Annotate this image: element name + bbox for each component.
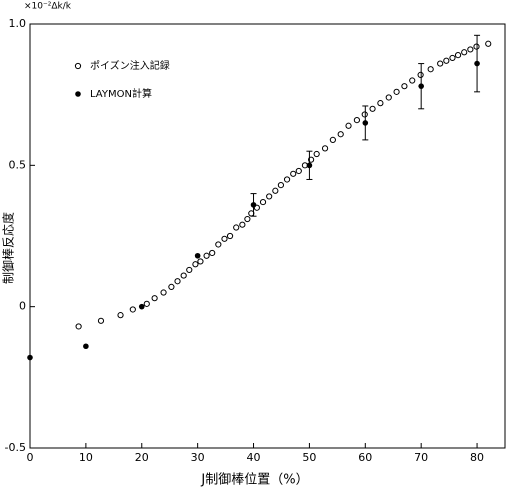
data-point (417, 71, 424, 78)
data-point (186, 266, 193, 274)
data-point (443, 57, 450, 64)
data-point (427, 66, 434, 73)
data-point (321, 145, 329, 152)
data-point (160, 289, 167, 296)
x-tick-label: 50 (302, 451, 316, 464)
data-point (117, 312, 124, 319)
data-point (209, 249, 216, 257)
data-point (226, 232, 234, 240)
data-point (151, 295, 158, 302)
data-point (437, 60, 444, 67)
data-point (467, 46, 474, 53)
data-point (306, 162, 313, 169)
data-point (377, 100, 384, 107)
data-point (418, 83, 424, 89)
y-tick-label: -0.5 (5, 441, 26, 454)
legend-label: ポイズン注入記録 (90, 59, 170, 72)
data-point (221, 235, 228, 242)
data-point (239, 221, 246, 228)
y-unit: ×10⁻²Δk/k (24, 2, 72, 12)
data-point (138, 303, 145, 310)
data-point (266, 193, 273, 200)
data-point (393, 88, 400, 95)
x-tick-label: 80 (470, 451, 484, 464)
y-axis-label: 制御棒反応度 (1, 212, 16, 284)
data-point (485, 40, 492, 47)
x-tick-label: 70 (414, 451, 428, 464)
x-tick-label: 40 (247, 451, 261, 464)
data-point (143, 300, 150, 307)
data-point (329, 136, 336, 143)
x-tick-label: 60 (358, 451, 372, 464)
data-point (215, 241, 222, 248)
data-point (192, 261, 199, 268)
data-point (83, 343, 89, 350)
data-point (474, 60, 480, 67)
x-axis-label: J制御棒位置（%） (200, 473, 308, 488)
data-point (449, 54, 456, 62)
data-point (461, 49, 468, 56)
data-point (295, 167, 302, 175)
y-tick-label: 1.0 (9, 17, 27, 30)
data-point (361, 111, 368, 118)
data-point (353, 117, 361, 124)
data-point (194, 252, 201, 259)
data-point (290, 170, 297, 177)
data-point (385, 94, 392, 101)
data-point (233, 224, 240, 231)
data-point (277, 182, 285, 189)
data-point (283, 176, 291, 183)
data-point (168, 283, 175, 290)
x-tick-label: 20 (135, 451, 149, 464)
data-point (180, 272, 187, 279)
y-tick-label: 0.5 (9, 158, 27, 171)
data-point (244, 215, 251, 223)
x-tick-label: 30 (191, 451, 205, 464)
data-point (27, 354, 33, 361)
data-point (272, 187, 279, 194)
x-tick-label: 10 (79, 451, 93, 464)
data-point (313, 150, 320, 158)
legend-label: LAYMON計算 (90, 87, 152, 100)
data-point (345, 122, 352, 129)
data-point (362, 120, 369, 126)
x-tick-label: 0 (27, 451, 34, 464)
plot-frame (29, 23, 506, 449)
data-point (259, 198, 267, 206)
data-point (174, 278, 181, 285)
data-point (250, 202, 257, 208)
data-point (454, 51, 462, 59)
legend-marker (75, 91, 81, 97)
data-point (203, 252, 210, 259)
data-point (337, 131, 344, 138)
legend-marker (74, 62, 82, 70)
data-point (409, 77, 416, 84)
data-point (369, 105, 376, 112)
data-point (473, 43, 480, 50)
data-point (129, 306, 136, 313)
data-point (401, 83, 408, 90)
y-tick-label: 0 (19, 300, 26, 313)
data-point (97, 317, 105, 324)
data-point (75, 323, 82, 330)
data-point (197, 258, 204, 265)
